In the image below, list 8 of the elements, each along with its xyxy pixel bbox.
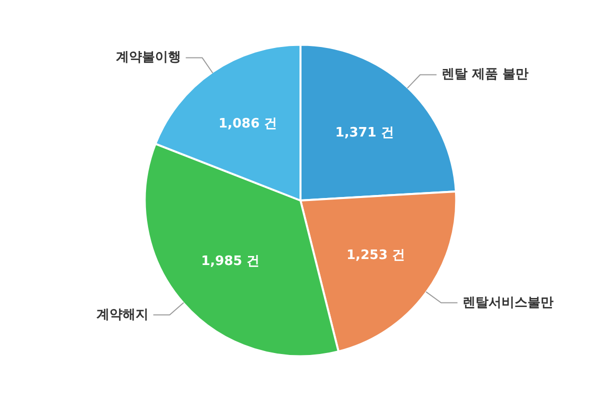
slice-label: 렌탈서비스불만	[462, 295, 554, 310]
data-label: 1,086 건	[218, 116, 278, 132]
data-label: 1,371 건	[335, 126, 394, 141]
slice-label: 계약불이행	[116, 50, 181, 66]
slice-label: 계약해지	[96, 307, 148, 322]
data-label: 1,253 건	[346, 248, 406, 263]
data-label: 1,985 건	[201, 254, 260, 270]
slice-label: 렌탈 제품 불만	[441, 67, 529, 82]
